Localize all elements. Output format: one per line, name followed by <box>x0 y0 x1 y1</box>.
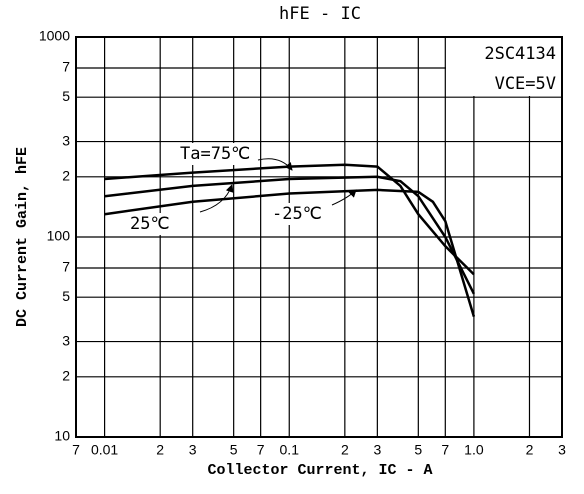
series-label: Ta=75℃ <box>180 144 250 164</box>
x-tick-label: 2 <box>156 442 164 458</box>
label-bg <box>268 203 316 225</box>
x-tick-label: 2 <box>526 442 534 458</box>
condition-label: VCE=5V <box>495 74 556 94</box>
x-tick-label: 3 <box>373 442 381 458</box>
data-line <box>104 163 475 276</box>
y-tick-label: 1000 <box>39 28 70 44</box>
y-tick-label: 5 <box>62 288 70 304</box>
x-tick-label: 7 <box>257 442 265 458</box>
y-tick-label: 7 <box>62 59 70 75</box>
arrow <box>199 184 234 213</box>
label-bg <box>126 213 164 235</box>
y-tick-label: 2 <box>62 167 70 183</box>
x-tick-label: 0.1 <box>280 442 300 458</box>
y-tick-label: 5 <box>62 88 70 104</box>
model-label: 2SC4134 <box>484 44 556 64</box>
y-axis-label: DC Current Gain, hFE <box>14 147 31 327</box>
label-box <box>446 38 561 96</box>
series-label: 25℃ <box>130 214 170 234</box>
x-tick-label: 3 <box>189 442 197 458</box>
y-tick-label: 3 <box>62 332 70 348</box>
y-tick-label: 100 <box>47 228 71 244</box>
data-line <box>104 188 476 317</box>
series-label: -25℃ <box>272 204 322 224</box>
x-axis-label: Collector Current, IC - A <box>207 462 432 479</box>
plot-frame <box>75 36 563 438</box>
x-tick-label: 7 <box>72 442 80 458</box>
chart-title: hFE - IC <box>279 4 361 24</box>
x-tick-label: 5 <box>230 442 238 458</box>
x-tick-label: 3 <box>558 442 566 458</box>
x-tick-label: 0.01 <box>91 442 118 458</box>
y-tick-label: 2 <box>62 367 70 383</box>
data-line <box>104 175 476 295</box>
x-tick-label: 2 <box>341 442 349 458</box>
x-tick-label: 1.0 <box>464 442 484 458</box>
y-tick-label: 7 <box>62 259 70 275</box>
label-bg <box>176 143 244 165</box>
grid <box>75 36 563 438</box>
y-tick-label: 3 <box>62 132 70 148</box>
x-tick-label: 7 <box>441 442 449 458</box>
x-tick-label: 5 <box>414 442 422 458</box>
y-tick-label: 10 <box>54 428 70 444</box>
